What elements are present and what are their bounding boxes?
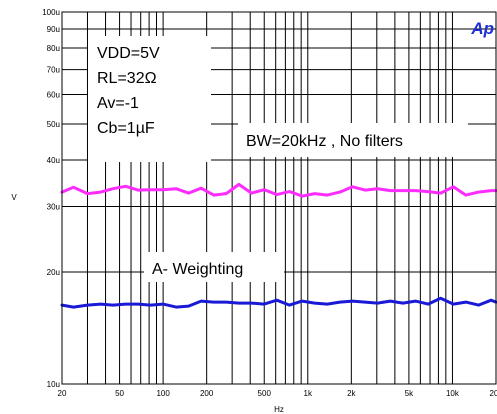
x-tick-label: 100 xyxy=(156,389,170,398)
tick-labels: 10u 20u 30u 40u 50u 60u 70u 80u 90u 100u 20 50 100 20… xyxy=(42,8,497,398)
y-tick-label: 80u xyxy=(47,44,60,53)
y-tick-label: 20u xyxy=(47,268,60,277)
series-line-2 xyxy=(60,296,497,309)
x-tick-label: 500 xyxy=(258,389,272,398)
y-tick-label: 60u xyxy=(47,91,60,100)
annotation-box-weighting: A- Weighting xyxy=(144,252,284,282)
ap-logo: Ap xyxy=(470,19,494,38)
annotation-box-bandwidth: BW=20kHz , No filters xyxy=(238,123,468,157)
x-axis-label: Hz xyxy=(274,405,284,414)
y-tick-label: 100u xyxy=(42,8,60,17)
x-tick-label: 1k xyxy=(304,389,313,398)
annotation-rl: RL=32Ω xyxy=(97,70,157,87)
series-lines xyxy=(60,182,497,309)
y-tick-label: 40u xyxy=(47,156,60,165)
x-tick-label: 20k xyxy=(490,389,497,398)
annotation-box-conditions: VDD=5V RL=32Ω Av=-1 Cb=1µF xyxy=(88,36,211,162)
annotation-box-bandwidth-bg xyxy=(238,123,468,157)
annotation-cb: Cb=1µF xyxy=(97,120,155,137)
plot-frame xyxy=(61,11,497,385)
y-tick-label: 70u xyxy=(47,66,60,75)
x-tick-label: 10k xyxy=(446,389,460,398)
y-tick-label: 10u xyxy=(47,380,60,389)
x-tick-label: 20 xyxy=(58,389,67,398)
x-tick-label: 200 xyxy=(200,389,214,398)
annotation-av: Av=-1 xyxy=(97,95,139,112)
annotation-box-weighting-bg xyxy=(144,252,284,282)
y-tick-label: 30u xyxy=(47,203,60,212)
y-axis-label: V xyxy=(11,193,17,202)
series-line-1 xyxy=(60,182,497,198)
y-tick-label: 90u xyxy=(47,25,60,34)
annotation-weighting: A- Weighting xyxy=(152,261,243,278)
annotation-box-conditions-bg xyxy=(88,36,211,162)
x-tick-label: 50 xyxy=(115,389,124,398)
x-tick-label: 5k xyxy=(405,389,414,398)
annotation-bandwidth: BW=20kHz , No filters xyxy=(246,133,403,150)
y-tick-label: 50u xyxy=(47,120,60,129)
annotation-vdd: VDD=5V xyxy=(97,45,160,62)
x-tick-label: 2k xyxy=(347,389,356,398)
